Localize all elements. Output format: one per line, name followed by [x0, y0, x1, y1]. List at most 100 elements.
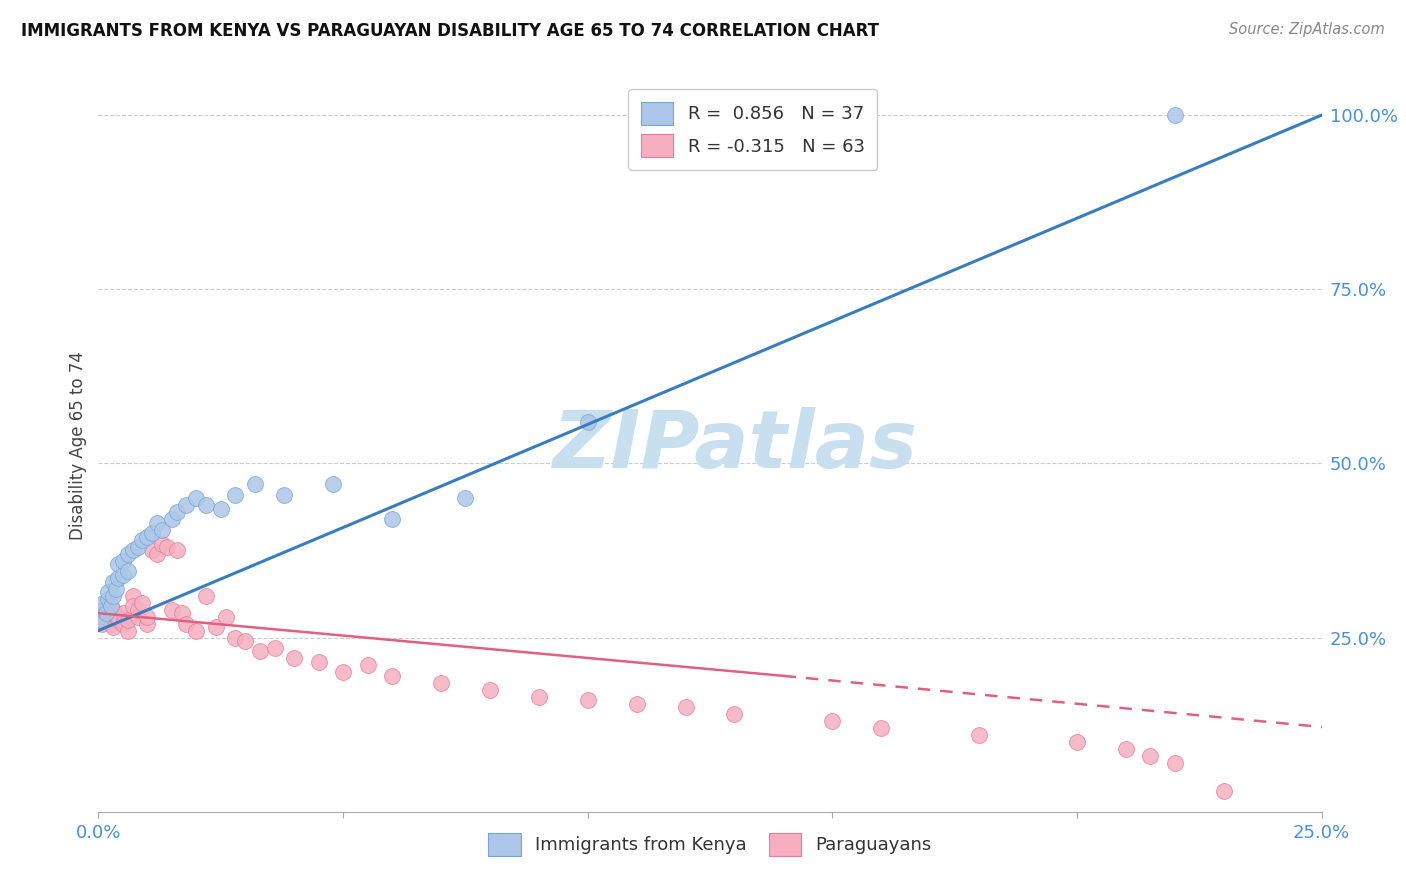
Point [156, 540, 179, 554]
Point [209, 501, 232, 516]
Point [430, 676, 453, 690]
Point [576, 415, 599, 429]
Point [322, 477, 344, 491]
Point [136, 616, 159, 631]
Point [90, 613, 112, 627]
Point [111, 616, 134, 631]
Point [160, 512, 183, 526]
Point [94, 606, 117, 620]
Point [97, 585, 120, 599]
Text: ZIPatlas: ZIPatlas [553, 407, 917, 485]
Point [243, 477, 266, 491]
Point [141, 543, 163, 558]
Point [90, 609, 112, 624]
Point [1066, 735, 1088, 749]
Point [104, 582, 127, 596]
Point [176, 498, 198, 512]
Point [121, 543, 143, 558]
Point [273, 488, 295, 502]
Point [136, 530, 159, 544]
Point [117, 547, 139, 561]
Point [170, 606, 193, 620]
Point [111, 567, 134, 582]
Point [100, 599, 122, 614]
Point [91, 603, 114, 617]
Point [91, 603, 114, 617]
Point [1139, 749, 1161, 764]
Point [111, 554, 134, 568]
Text: IMMIGRANTS FROM KENYA VS PARAGUAYAN DISABILITY AGE 65 TO 74 CORRELATION CHART: IMMIGRANTS FROM KENYA VS PARAGUAYAN DISA… [21, 22, 879, 40]
Point [131, 533, 153, 547]
Point [675, 700, 697, 714]
Point [97, 599, 120, 614]
Point [100, 616, 122, 631]
Point [381, 669, 404, 683]
Point [127, 540, 149, 554]
Point [121, 599, 143, 614]
Point [101, 574, 124, 589]
Point [723, 707, 745, 722]
Point [205, 620, 228, 634]
Point [381, 512, 404, 526]
Point [91, 596, 114, 610]
Point [1164, 756, 1187, 770]
Point [576, 693, 599, 707]
Point [283, 651, 305, 665]
Point [150, 523, 173, 537]
Point [146, 516, 169, 530]
Point [249, 644, 271, 658]
Point [107, 558, 129, 572]
Point [131, 596, 153, 610]
Point [214, 609, 236, 624]
Point [454, 491, 477, 506]
Point [527, 690, 550, 704]
Point [356, 658, 378, 673]
Point [186, 624, 208, 638]
Point [107, 609, 129, 624]
Point [107, 613, 129, 627]
Point [233, 634, 256, 648]
Point [127, 609, 149, 624]
Point [127, 603, 149, 617]
Point [146, 547, 169, 561]
Point [117, 565, 139, 579]
Point [821, 714, 844, 728]
Point [195, 589, 218, 603]
Point [136, 609, 159, 624]
Point [1115, 742, 1137, 756]
Point [94, 613, 117, 627]
Point [101, 609, 124, 624]
Point [117, 624, 139, 638]
Point [160, 603, 183, 617]
Point [1212, 784, 1234, 798]
Point [263, 640, 285, 655]
Point [224, 488, 246, 502]
Point [141, 526, 163, 541]
Text: Source: ZipAtlas.com: Source: ZipAtlas.com [1229, 22, 1385, 37]
Point [478, 682, 501, 697]
Point [308, 655, 330, 669]
Point [224, 631, 246, 645]
Point [166, 505, 188, 519]
Point [91, 599, 114, 614]
Point [101, 589, 124, 603]
Point [117, 613, 139, 627]
Point [97, 606, 120, 620]
Point [166, 543, 188, 558]
Point [967, 728, 990, 742]
Point [195, 498, 218, 512]
Legend: Immigrants from Kenya, Paraguayans: Immigrants from Kenya, Paraguayans [475, 820, 945, 869]
Point [121, 589, 143, 603]
Point [101, 620, 124, 634]
Point [90, 616, 112, 631]
Point [107, 571, 129, 585]
Point [1164, 108, 1187, 122]
Point [111, 606, 134, 620]
Y-axis label: Disability Age 65 to 74: Disability Age 65 to 74 [69, 351, 87, 541]
Point [176, 616, 198, 631]
Point [332, 665, 354, 680]
Point [626, 697, 648, 711]
Point [93, 609, 115, 624]
Point [89, 613, 111, 627]
Point [150, 536, 173, 550]
